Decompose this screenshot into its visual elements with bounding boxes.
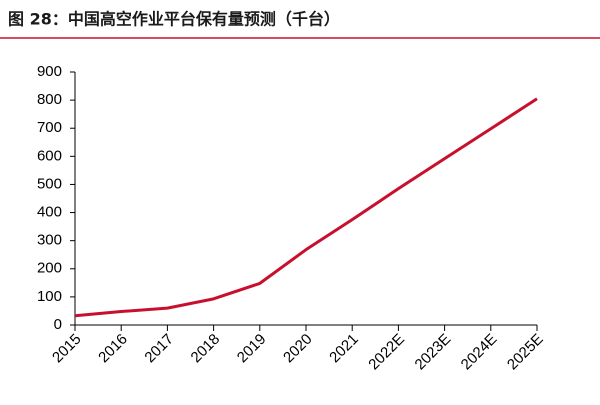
x-tick-label: 2020 — [280, 331, 316, 367]
y-tick-label: 200 — [37, 260, 62, 277]
y-tick-label: 700 — [37, 119, 62, 136]
x-tick-label: 2019 — [234, 331, 270, 367]
x-tick-label: 2017 — [141, 331, 177, 367]
line-series — [74, 97, 538, 318]
x-tick-label: 2018 — [188, 331, 224, 367]
y-tick-label: 0 — [54, 316, 62, 333]
y-tick-label: 100 — [37, 288, 62, 305]
x-tick-label: 2021 — [326, 331, 362, 367]
y-tick-label: 800 — [37, 91, 62, 108]
chart-title: 图 28：中国高空作业平台保有量预测（千台） — [8, 10, 340, 29]
y-tick-label: 500 — [37, 175, 62, 192]
x-tick-label: 2024E — [458, 331, 501, 374]
x-tick-label: 2025E — [504, 331, 547, 374]
y-tick-label: 300 — [37, 232, 62, 249]
x-tick-label: 2016 — [95, 331, 131, 367]
x-tick-label: 2023E — [412, 331, 455, 374]
y-tick-label: 900 — [37, 63, 62, 80]
y-tick-label: 400 — [37, 204, 62, 221]
x-tick-label: 2015 — [49, 331, 85, 367]
x-tick-label: 2022E — [365, 331, 408, 374]
y-tick-label: 600 — [37, 147, 62, 164]
